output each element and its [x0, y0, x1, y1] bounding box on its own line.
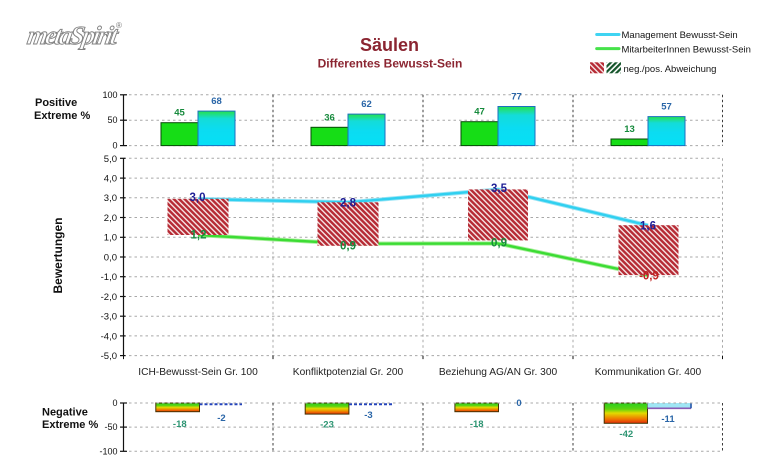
- svg-text:1,0: 1,0: [104, 233, 117, 244]
- svg-text:-18: -18: [470, 419, 484, 430]
- svg-text:Bewertungen: Bewertungen: [51, 217, 65, 293]
- svg-text:-2,0: -2,0: [101, 292, 117, 303]
- svg-text:68: 68: [211, 96, 222, 107]
- svg-text:-11: -11: [661, 414, 675, 425]
- svg-text:0: 0: [112, 398, 117, 408]
- svg-text:57: 57: [661, 102, 672, 113]
- svg-text:Konfliktpotenzial Gr. 200: Konfliktpotenzial Gr. 200: [293, 367, 404, 378]
- svg-text:Extreme %: Extreme %: [42, 419, 98, 431]
- svg-text:-3,0: -3,0: [101, 312, 117, 323]
- svg-text:Kommunikation Gr. 400: Kommunikation Gr. 400: [595, 367, 702, 378]
- svg-text:47: 47: [474, 107, 485, 118]
- svg-text:0: 0: [516, 398, 521, 409]
- svg-text:2,8: 2,8: [340, 198, 357, 210]
- svg-text:-3: -3: [364, 410, 372, 421]
- svg-text:5,0: 5,0: [104, 154, 117, 165]
- svg-text:®: ®: [116, 21, 122, 30]
- svg-text:-0,9: -0,9: [639, 271, 659, 283]
- svg-text:Säulen: Säulen: [360, 35, 419, 55]
- svg-text:36: 36: [324, 112, 335, 123]
- svg-text:Differentes Bewusst-Sein: Differentes Bewusst-Sein: [318, 57, 463, 71]
- svg-text:3,0: 3,0: [190, 192, 206, 204]
- svg-text:-1,0: -1,0: [101, 272, 117, 283]
- svg-text:-18: -18: [173, 419, 187, 430]
- svg-text:1,2: 1,2: [191, 230, 207, 242]
- svg-text:0,9: 0,9: [491, 238, 507, 250]
- svg-text:ICH-Bewusst-Sein Gr. 100: ICH-Bewusst-Sein Gr. 100: [138, 367, 258, 378]
- svg-text:-100: -100: [99, 446, 117, 456]
- svg-text:4,0: 4,0: [104, 174, 117, 185]
- svg-text:-4,0: -4,0: [101, 331, 117, 342]
- svg-text:Management Bewusst-Sein: Management Bewusst-Sein: [622, 30, 738, 41]
- svg-text:45: 45: [174, 108, 185, 119]
- svg-text:100: 100: [102, 90, 117, 100]
- svg-text:0,0: 0,0: [104, 252, 117, 263]
- svg-text:Beziehung AG/AN Gr. 300: Beziehung AG/AN Gr. 300: [439, 367, 558, 378]
- svg-text:-23: -23: [320, 420, 334, 431]
- svg-text:metaSpirit: metaSpirit: [25, 21, 121, 50]
- svg-text:MitarbeiterInnen Bewusst-Sein: MitarbeiterInnen Bewusst-Sein: [622, 44, 751, 55]
- svg-text:3,0: 3,0: [104, 193, 117, 204]
- svg-text:62: 62: [361, 99, 372, 110]
- svg-text:-2: -2: [217, 413, 225, 424]
- svg-text:1,6: 1,6: [640, 221, 656, 233]
- svg-text:0: 0: [112, 141, 117, 151]
- svg-text:Positive: Positive: [35, 97, 77, 109]
- svg-text:2,0: 2,0: [104, 213, 117, 224]
- svg-text:Extreme %: Extreme %: [34, 110, 90, 122]
- svg-text:0,9: 0,9: [340, 241, 356, 253]
- svg-text:77: 77: [511, 92, 522, 103]
- svg-text:3,5: 3,5: [491, 183, 508, 195]
- svg-text:-42: -42: [619, 429, 633, 440]
- svg-text:13: 13: [624, 124, 635, 135]
- svg-text:Negative: Negative: [42, 407, 88, 419]
- svg-text:-50: -50: [104, 422, 117, 432]
- svg-text:neg./pos. Abweichung: neg./pos. Abweichung: [624, 64, 717, 75]
- svg-text:50: 50: [107, 115, 117, 125]
- svg-text:-5,0: -5,0: [101, 351, 117, 362]
